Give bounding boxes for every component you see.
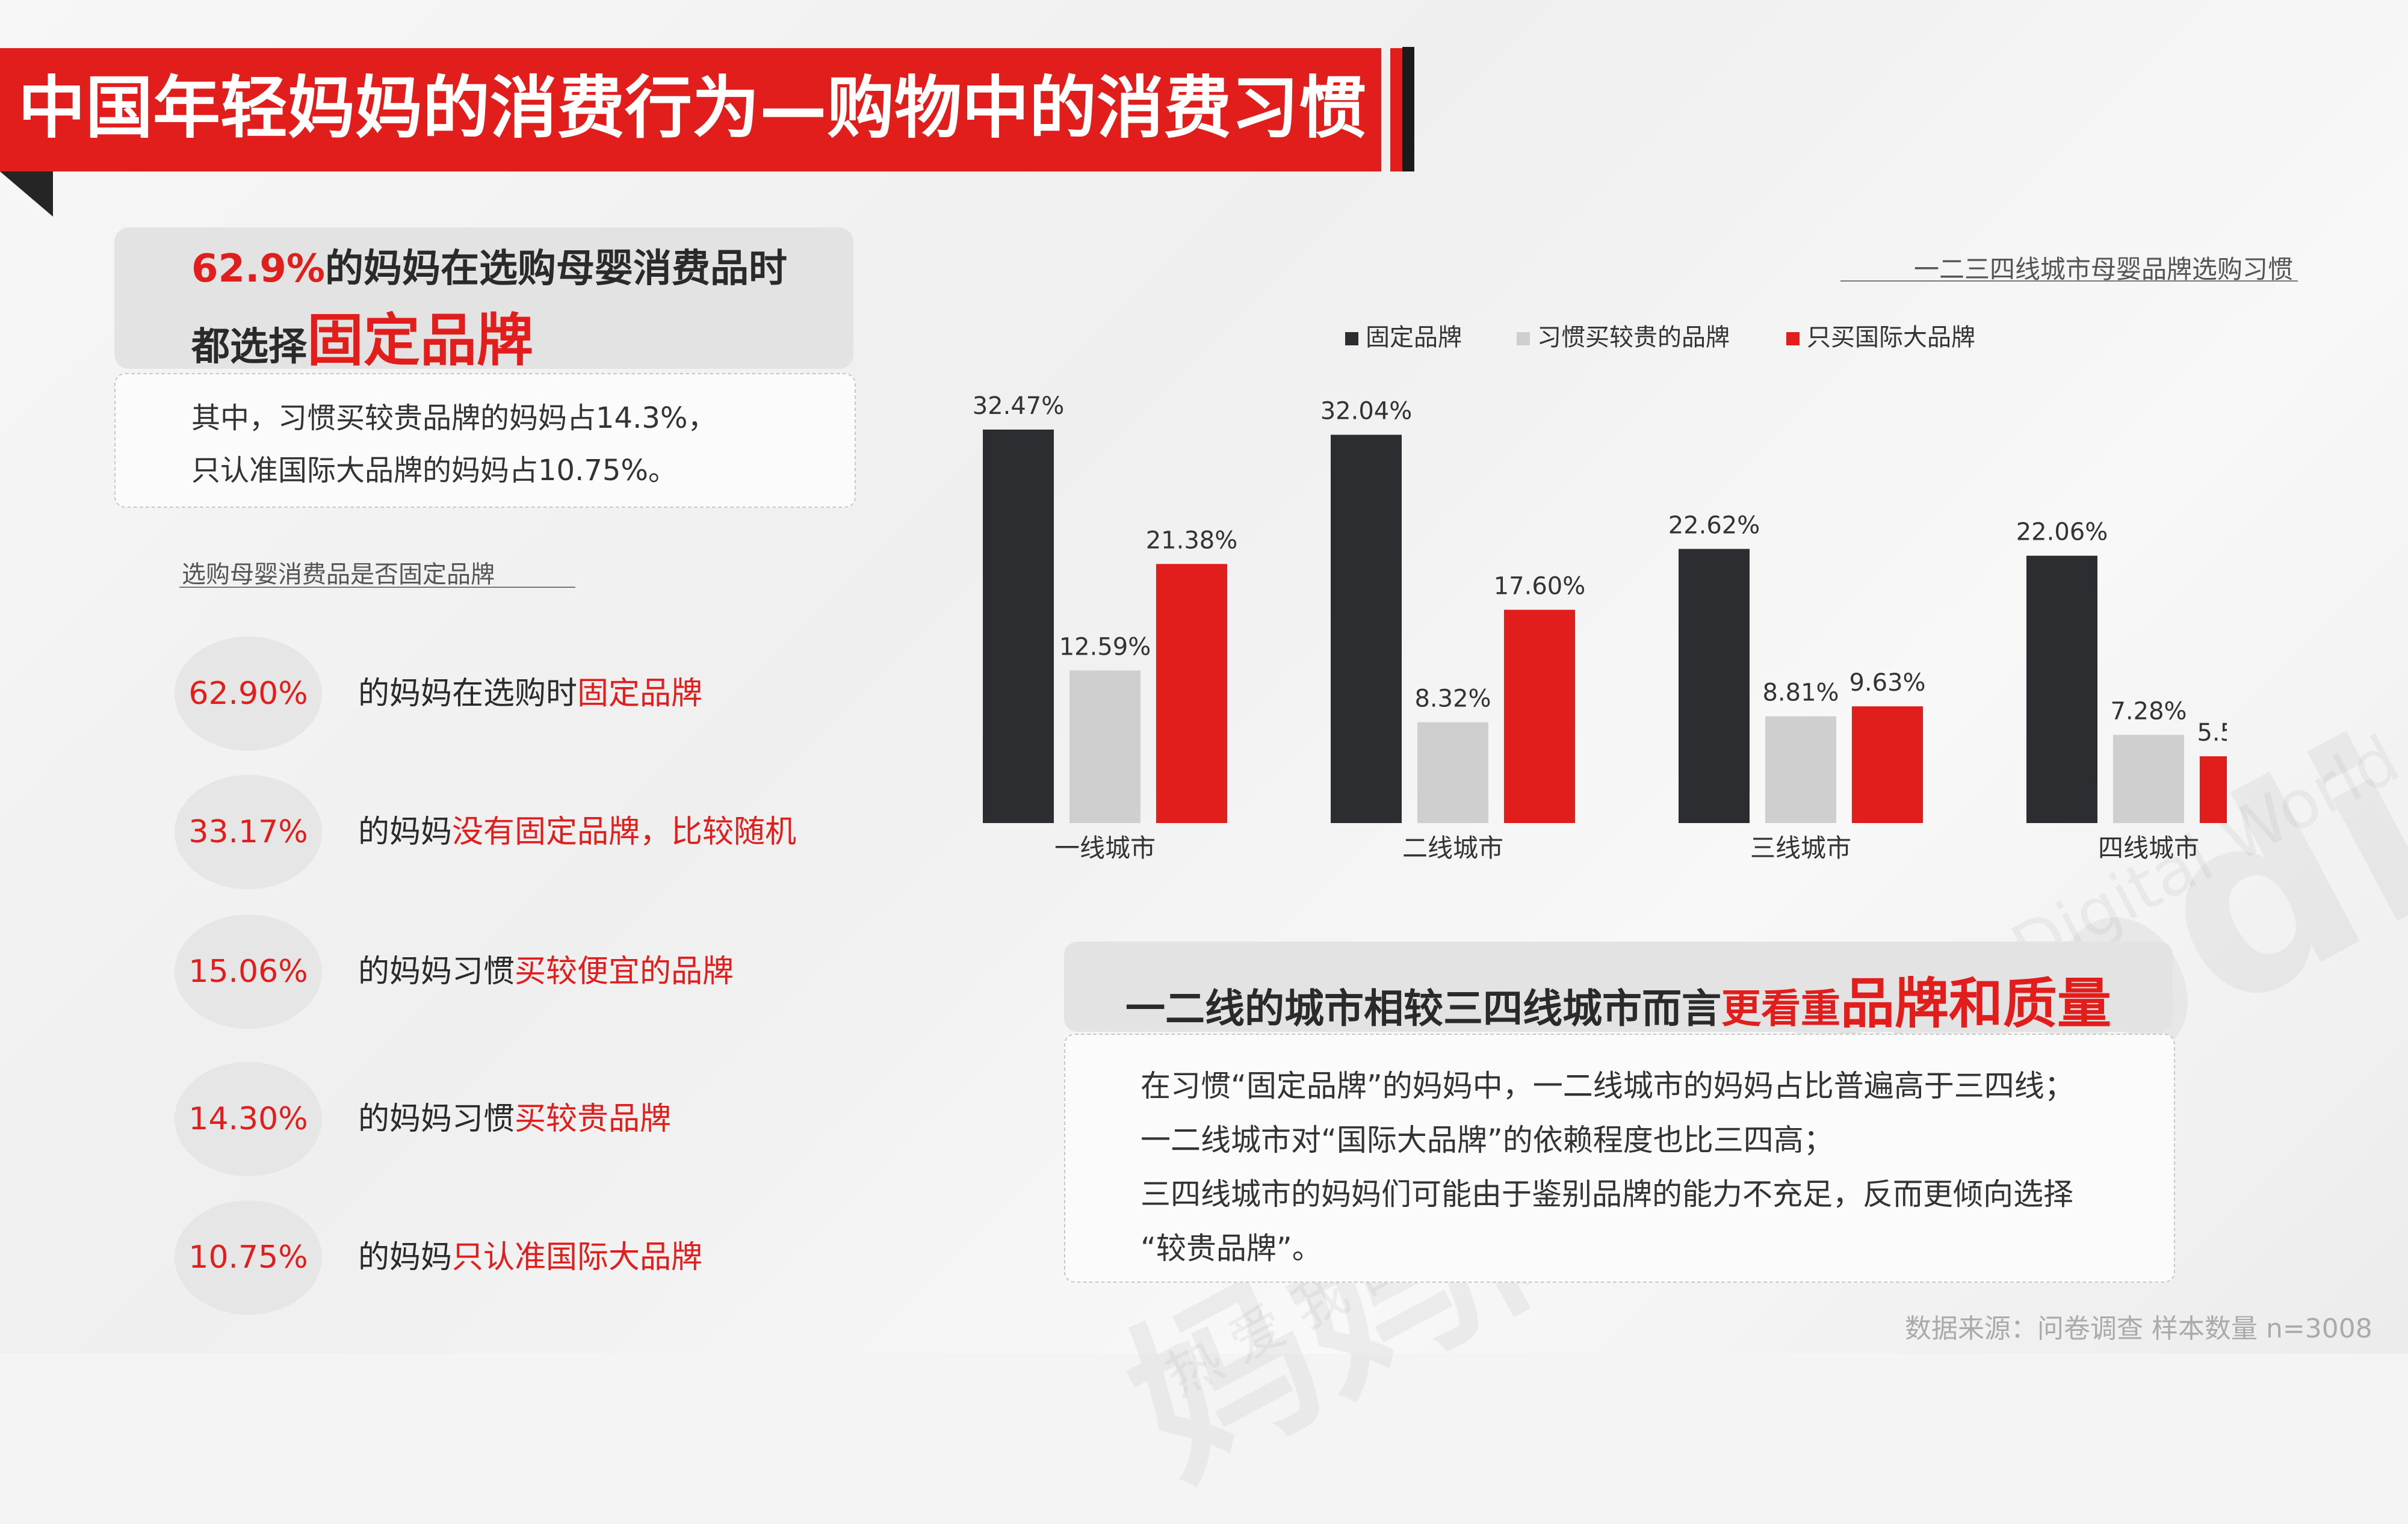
chart-title: 一二三四线城市母婴品牌选购习惯 (1914, 255, 2294, 284)
data-label: 21.38% (1146, 526, 1238, 554)
stat-item-no-fixed-brand: 33.17% 的妈妈没有固定品牌，比较随机 (175, 775, 897, 895)
data-label: 5.51% (2197, 719, 2227, 747)
stat-text: 的妈妈在选购时固定品牌 (358, 637, 702, 751)
conclusion-detail-box (1064, 1034, 2175, 1283)
chart-title-underline (1840, 280, 2298, 282)
headline-line1: 62.9%的妈妈在选购母婴消费品时 (191, 238, 787, 293)
data-label: 8.32% (1414, 685, 1491, 712)
stat-emph: 买较贵品牌 (515, 1101, 672, 1137)
stat-emph: 没有固定品牌，比较随机 (452, 814, 797, 850)
conclusion-emph-big: 品牌和质量 (1840, 972, 2111, 1035)
bar (2026, 555, 2097, 823)
stat-prefix: 的妈妈习惯 (358, 1101, 515, 1137)
legend-swatch (1517, 332, 1530, 345)
conclusion-line-2: 一二线城市对“国际大品牌”的依赖程度也比三四高； (1141, 1123, 1834, 1158)
stat-circle (175, 1200, 322, 1315)
legend-label: 只买国际大品牌 (1807, 324, 1975, 351)
bar-chart: 固定品牌 习惯买较贵的品牌 只买国际大品牌 32.47% 12.59% 21.38% 一线城… (973, 324, 2227, 863)
legend-swatch (1345, 332, 1358, 345)
bar (1156, 564, 1227, 823)
list-caption-underline (179, 587, 575, 588)
bar (1417, 722, 1488, 823)
detail-line2: 只认准国际大品牌的妈妈占10.75%。 (191, 454, 678, 487)
legend-swatch (1786, 332, 1800, 345)
data-label: 32.04% (1320, 398, 1413, 425)
detail-line1: 其中，习惯买较贵品牌的妈妈占14.3%， (191, 401, 717, 435)
headline-line1-rest: 的妈妈在选购母婴消费品时 (325, 247, 788, 291)
headline-emph: 固定品牌 (307, 308, 534, 374)
data-label: 22.62% (1668, 511, 1760, 539)
stat-value: 14.30% (188, 1101, 308, 1137)
title-bar-tail (1390, 48, 1404, 171)
conclusion-line-3: 三四线城市的妈妈们可能由于鉴别品牌的能力不充足，反而更倾向选择 (1141, 1177, 2073, 1212)
stat-circle (175, 915, 322, 1029)
bar (1852, 706, 1923, 823)
title-fold (0, 171, 53, 217)
data-label: 17.60% (1494, 572, 1586, 600)
stat-circle (175, 775, 322, 889)
stat-circle (175, 1062, 322, 1176)
category-label: 四线城市 (2098, 833, 2199, 863)
stat-text: 的妈妈习惯买较贵品牌 (358, 1062, 671, 1176)
headline-line2-prefix: 都选择 (191, 325, 307, 369)
stat-emph: 只认准国际大品牌 (452, 1239, 703, 1276)
stat-emph: 买较便宜的品牌 (515, 954, 734, 990)
conclusion-box (1064, 942, 2173, 1032)
data-label: 7.28% (2110, 697, 2187, 725)
stat-prefix: 的妈妈 (358, 814, 453, 850)
stat-item-expensive-brand: 14.30% 的妈妈习惯买较贵品牌 (175, 1062, 897, 1182)
stat-circle (175, 637, 322, 751)
stat-value: 10.75% (188, 1239, 308, 1276)
conclusion-emph-small: 更看重 (1721, 986, 1840, 1032)
stat-text: 的妈妈习惯买较便宜的品牌 (358, 915, 734, 1029)
detail-box (114, 373, 856, 508)
stat-value: 15.06% (188, 954, 308, 990)
data-label: 12.59% (1059, 633, 1151, 661)
bar (1331, 434, 1402, 823)
title-bar-end (1402, 47, 1414, 171)
conclusion-text: 一二线的城市相较三四线城市而言更看重品牌和质量 (1125, 960, 2111, 1038)
headline-box (114, 227, 853, 369)
bar (1765, 716, 1836, 823)
bar (1679, 549, 1750, 823)
stat-text: 的妈妈只认准国际大品牌 (358, 1200, 702, 1315)
bar (2200, 756, 2227, 823)
stat-prefix: 的妈妈习惯 (358, 954, 515, 990)
data-label: 22.06% (2016, 519, 2108, 546)
category-label: 三线城市 (1750, 833, 1851, 863)
data-label: 32.47% (973, 392, 1065, 420)
bar (1504, 609, 1575, 823)
page-title: 中国年轻妈妈的消费行为—购物中的消费习惯 (18, 69, 1366, 147)
stat-item-international-brand: 10.75% 的妈妈只认准国际大品牌 (175, 1200, 897, 1321)
list-caption: 选购母婴消费品是否固定品牌 (182, 561, 495, 588)
stat-emph: 固定品牌 (577, 676, 703, 712)
conclusion-line-1: 在习惯“固定品牌”的妈妈中，一二线城市的妈妈占比普遍高于三四线； (1141, 1069, 2075, 1103)
legend-label: 固定品牌 (1366, 324, 1462, 351)
bar (2113, 735, 2184, 823)
headline-line2: 都选择固定品牌 (191, 295, 533, 377)
data-source: 数据来源：问卷调查 样本数量 n=3008 (1905, 1313, 2372, 1344)
conclusion-prefix: 一二线的城市相较三四线城市而言 (1125, 986, 1721, 1032)
stat-item-fixed-brand: 62.90% 的妈妈在选购时固定品牌 (175, 637, 897, 757)
data-label: 9.63% (1849, 669, 1925, 697)
stat-item-cheaper-brand: 15.06% 的妈妈习惯买较便宜的品牌 (175, 915, 897, 1035)
stat-prefix: 的妈妈在选购时 (358, 676, 578, 712)
stat-text: 的妈妈没有固定品牌，比较随机 (358, 775, 796, 889)
headline-pct: 62.9% (191, 247, 326, 291)
data-label: 8.81% (1762, 679, 1839, 707)
bar (983, 429, 1054, 823)
bar (1069, 670, 1141, 823)
stat-value: 33.17% (188, 814, 308, 850)
category-label: 一线城市 (1054, 833, 1156, 863)
title-bar (0, 48, 1381, 171)
category-label: 二线城市 (1402, 833, 1503, 863)
conclusion-line-4: “较贵品牌”。 (1141, 1231, 1322, 1266)
legend-label: 习惯买较贵的品牌 (1537, 324, 1730, 351)
stat-prefix: 的妈妈 (358, 1239, 453, 1276)
stat-value: 62.90% (188, 676, 308, 712)
